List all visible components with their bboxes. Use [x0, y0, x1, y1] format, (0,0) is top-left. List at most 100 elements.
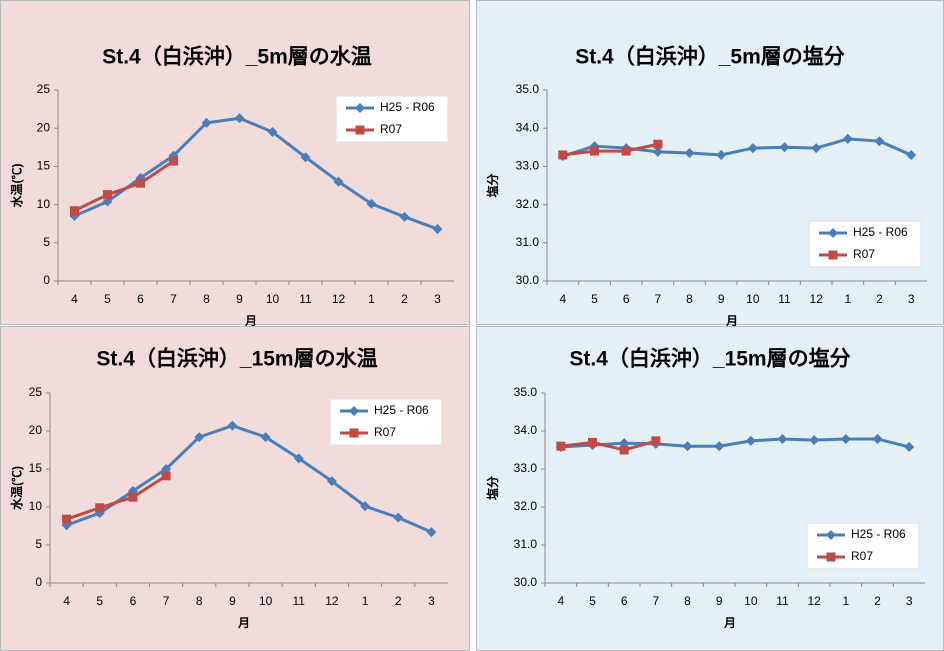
y-axis-label: 塩分	[485, 476, 500, 500]
y-tick-label: 0	[35, 575, 42, 589]
legend-label: R07	[851, 549, 873, 563]
panel	[476, 0, 944, 325]
series-line	[560, 439, 657, 452]
x-tick-label: 9	[236, 292, 243, 306]
x-tick-label: 12	[807, 594, 821, 608]
y-tick-label: 34.0	[514, 423, 538, 437]
marker	[95, 503, 105, 513]
marker	[745, 435, 756, 446]
marker	[70, 206, 79, 216]
legend-marker	[349, 428, 359, 438]
marker	[260, 432, 271, 443]
x-tick-label: 3	[908, 292, 915, 306]
x-tick-label: 11	[293, 594, 306, 608]
panel	[0, 326, 470, 651]
x-tick-label: 1	[844, 292, 851, 306]
x-tick-label: 10	[259, 594, 273, 608]
marker	[169, 156, 178, 166]
marker	[779, 142, 790, 153]
y-tick-label: 31.0	[516, 235, 540, 249]
legend-marker	[355, 103, 365, 113]
legend-label: R07	[374, 425, 396, 439]
x-tick-label: 2	[874, 594, 881, 608]
x-tick-label: 10	[266, 292, 280, 306]
series-line	[562, 142, 659, 157]
x-tick-label: 12	[809, 292, 823, 306]
series-line	[66, 424, 433, 534]
x-tick-label: 1	[842, 594, 849, 608]
y-axis-label: 水温(℃)	[9, 164, 24, 208]
y-tick-label: 5	[35, 537, 42, 551]
y-tick-label: 20	[29, 423, 43, 437]
x-tick-label: 4	[557, 594, 564, 608]
x-tick-label: 7	[652, 594, 659, 608]
x-tick-label: 5	[589, 594, 596, 608]
marker	[234, 113, 245, 124]
x-tick-label: 6	[621, 594, 628, 608]
legend-label: H25 - R06	[853, 225, 908, 239]
y-tick-label: 31.0	[514, 537, 538, 551]
legend-label: H25 - R06	[380, 100, 435, 114]
x-tick-label: 5	[96, 594, 103, 608]
marker	[590, 146, 599, 156]
marker	[747, 143, 758, 154]
legend-marker	[349, 406, 359, 416]
marker	[809, 435, 820, 446]
x-tick-label: 6	[623, 292, 630, 306]
y-tick-label: 32.0	[516, 197, 540, 211]
legend	[329, 398, 443, 446]
marker	[94, 508, 105, 519]
marker	[399, 211, 410, 222]
y-axis-label: 水温(℃)	[9, 466, 24, 510]
legend	[808, 220, 922, 268]
panel	[476, 326, 944, 651]
series-line	[66, 474, 167, 521]
legend	[335, 95, 449, 143]
y-tick-label: 32.0	[514, 499, 538, 513]
x-tick-label: 12	[332, 292, 346, 306]
x-tick-label: 10	[746, 292, 760, 306]
x-tick-label: 1	[368, 292, 375, 306]
x-tick-label: 5	[104, 292, 111, 306]
marker	[161, 471, 171, 481]
y-tick-label: 33.0	[514, 461, 538, 475]
marker	[904, 441, 915, 452]
x-tick-label: 10	[744, 594, 758, 608]
x-axis-label: 月	[723, 616, 736, 630]
x-tick-label: 3	[906, 594, 913, 608]
x-tick-label: 4	[71, 292, 78, 306]
y-tick-label: 30.0	[514, 575, 538, 589]
legend-label: H25 - R06	[851, 527, 906, 541]
chart-title: St.4（白浜沖）_15m層の水温	[96, 347, 377, 371]
legend-label: R07	[853, 247, 875, 261]
marker	[62, 514, 72, 524]
marker	[227, 420, 238, 431]
x-tick-label: 4	[559, 292, 566, 306]
marker	[136, 178, 145, 188]
marker	[103, 190, 112, 200]
marker	[128, 492, 138, 502]
marker	[716, 149, 727, 160]
x-tick-label: 3	[428, 594, 435, 608]
x-tick-label: 9	[718, 292, 725, 306]
marker	[293, 453, 304, 464]
marker	[300, 152, 311, 163]
y-tick-label: 15	[37, 159, 51, 173]
x-tick-label: 2	[395, 594, 402, 608]
x-tick-label: 8	[196, 594, 203, 608]
marker	[360, 501, 371, 512]
marker	[267, 127, 278, 138]
marker	[842, 133, 853, 144]
y-tick-label: 25	[37, 82, 51, 96]
x-tick-label: 7	[654, 292, 661, 306]
marker	[366, 198, 377, 209]
x-tick-label: 9	[716, 594, 723, 608]
x-tick-label: 4	[63, 594, 70, 608]
y-tick-label: 0	[43, 273, 50, 287]
chart: St.4（白浜沖）_5m層の塩分 30.0 31.0 32.0 33.0 34.0 35.0…	[476, 0, 944, 328]
marker	[588, 437, 597, 447]
y-tick-label: 10	[37, 197, 51, 211]
marker	[426, 527, 437, 538]
marker	[682, 441, 693, 452]
